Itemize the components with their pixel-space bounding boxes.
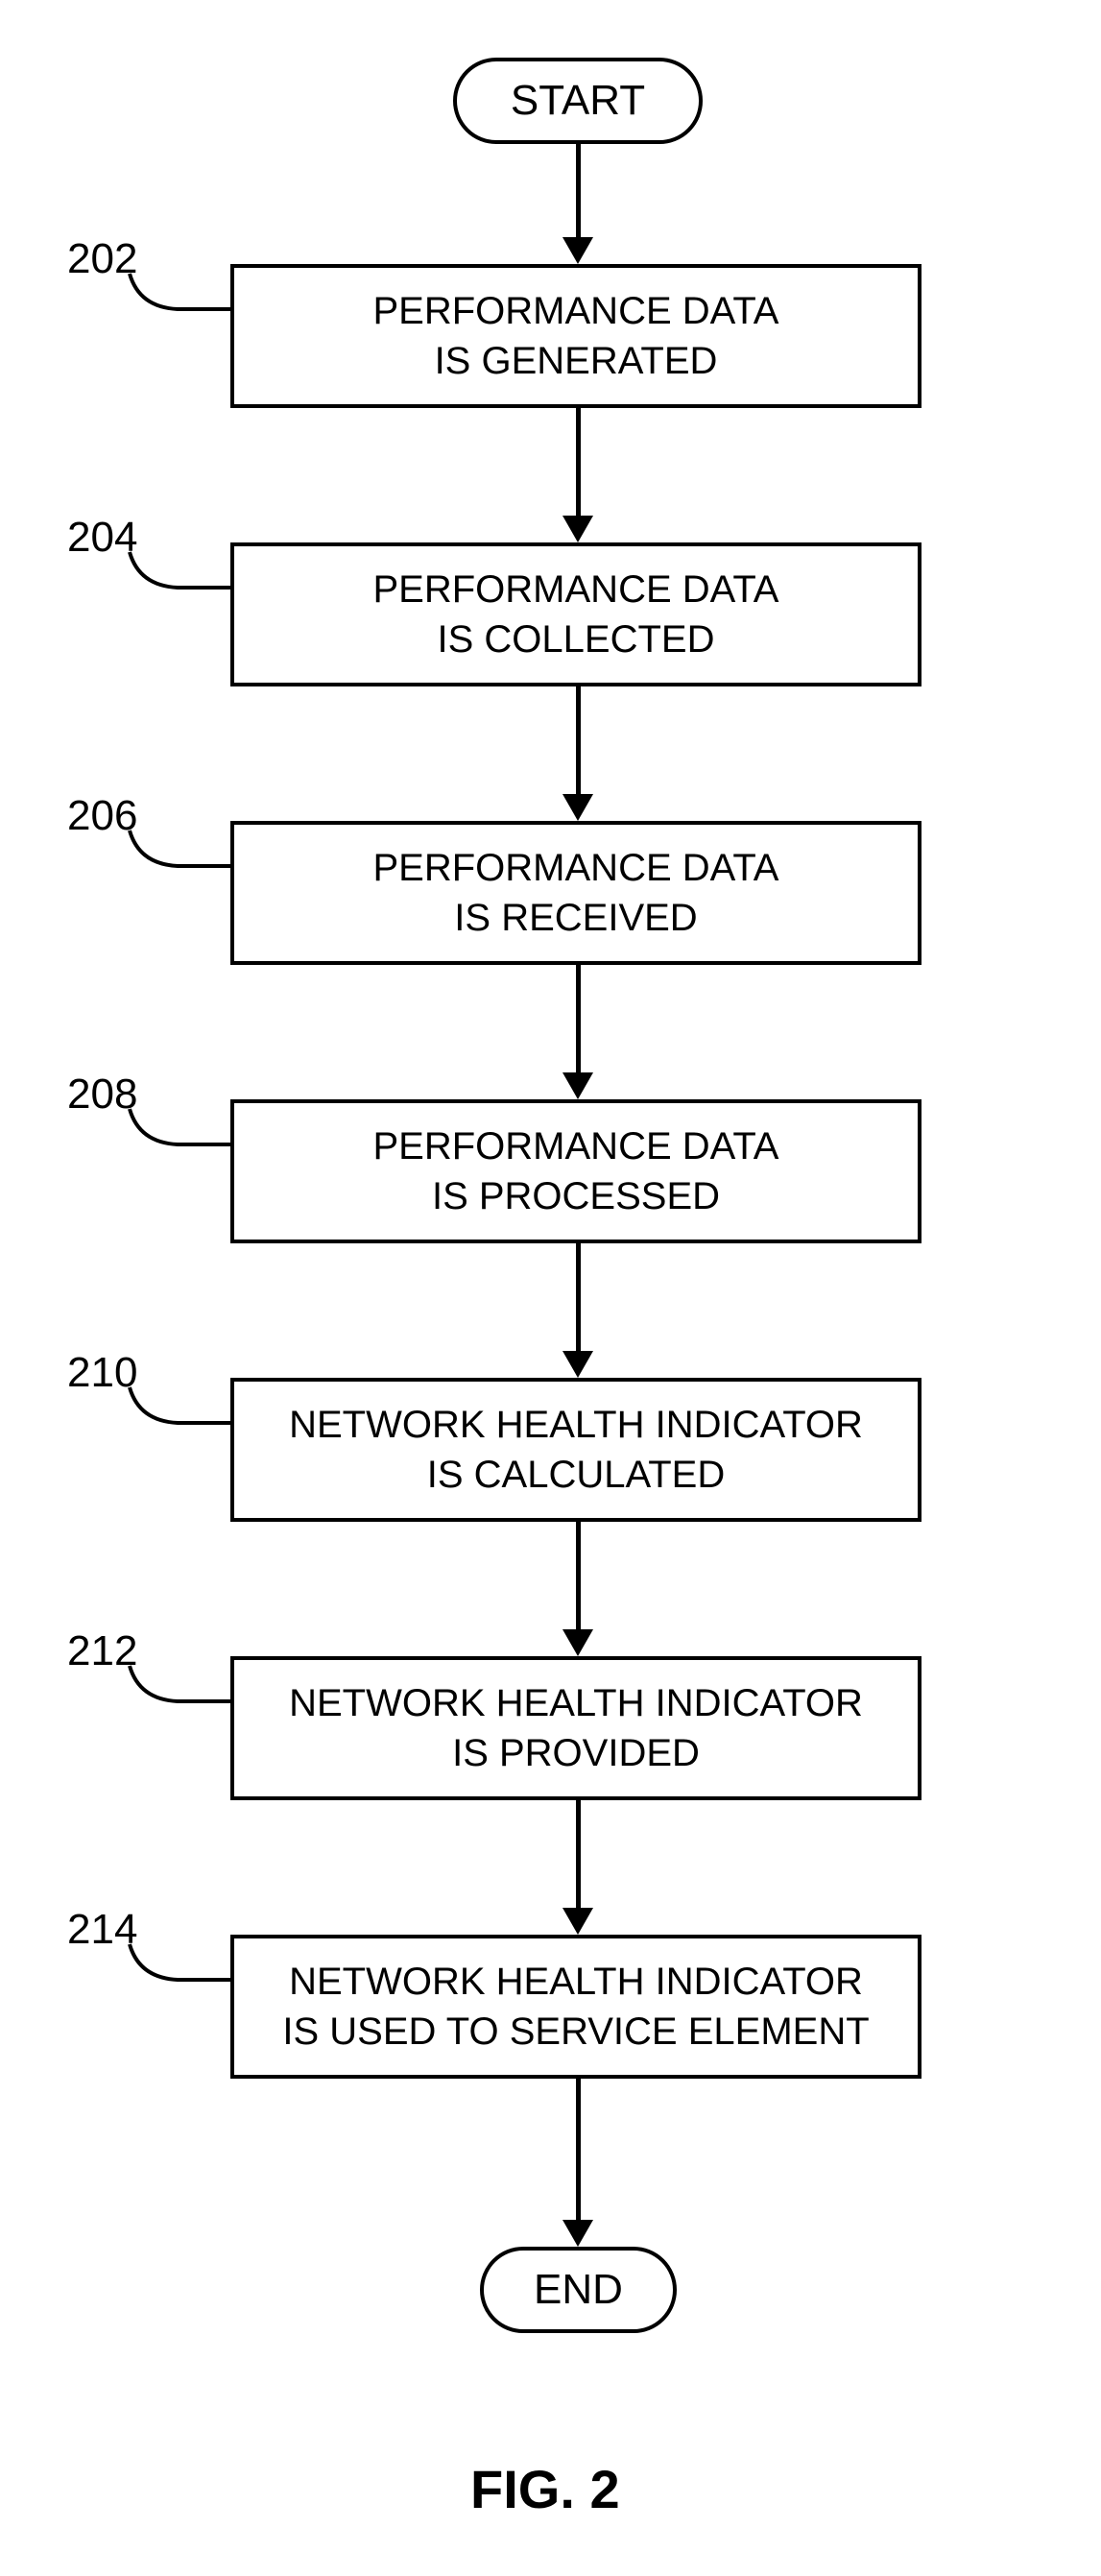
step-line2: IS RECEIVED	[454, 893, 697, 943]
figure-title-text: FIG. 2	[470, 2459, 620, 2519]
step-line2: IS CALCULATED	[427, 1450, 725, 1500]
start-terminal: START	[453, 58, 703, 144]
step-box-210: NETWORK HEALTH INDICATOR IS CALCULATED	[230, 1378, 921, 1522]
step-line1: NETWORK HEALTH INDICATOR	[289, 1957, 863, 2007]
step-box-212: NETWORK HEALTH INDICATOR IS PROVIDED	[230, 1656, 921, 1800]
label-connector	[125, 1661, 235, 1709]
step-box-202: PERFORMANCE DATA IS GENERATED	[230, 264, 921, 408]
arrow-head	[562, 794, 593, 821]
label-connector	[125, 269, 235, 317]
start-label: START	[511, 77, 645, 125]
step-line2: IS USED TO SERVICE ELEMENT	[282, 2007, 869, 2057]
step-line2: IS PROVIDED	[452, 1728, 700, 1778]
label-connector	[125, 547, 235, 595]
arrow	[576, 1800, 581, 1908]
step-line2: IS PROCESSED	[432, 1171, 720, 1221]
step-box-208: PERFORMANCE DATA IS PROCESSED	[230, 1099, 921, 1243]
step-line1: PERFORMANCE DATA	[373, 565, 779, 614]
arrow-head	[562, 1351, 593, 1378]
arrow	[576, 686, 581, 794]
arrow	[576, 965, 581, 1072]
end-terminal: END	[480, 2247, 677, 2333]
arrow	[576, 408, 581, 516]
step-line1: NETWORK HEALTH INDICATOR	[289, 1678, 863, 1728]
step-box-214: NETWORK HEALTH INDICATOR IS USED TO SERV…	[230, 1935, 921, 2079]
step-box-204: PERFORMANCE DATA IS COLLECTED	[230, 542, 921, 686]
label-connector	[125, 1104, 235, 1152]
step-line2: IS GENERATED	[435, 336, 718, 386]
end-label: END	[534, 2266, 623, 2314]
arrow-head	[562, 1072, 593, 1099]
figure-title: FIG. 2	[470, 2458, 620, 2520]
step-line1: PERFORMANCE DATA	[373, 843, 779, 893]
arrow-head	[562, 516, 593, 542]
step-line1: PERFORMANCE DATA	[373, 286, 779, 336]
arrow	[576, 144, 581, 237]
arrow	[576, 1522, 581, 1629]
arrow-head	[562, 237, 593, 264]
label-connector	[125, 1939, 235, 1987]
step-line1: NETWORK HEALTH INDICATOR	[289, 1400, 863, 1450]
arrow	[576, 2079, 581, 2220]
arrow-head	[562, 1908, 593, 1935]
label-connector	[125, 1383, 235, 1431]
step-box-206: PERFORMANCE DATA IS RECEIVED	[230, 821, 921, 965]
arrow-head	[562, 1629, 593, 1656]
step-line1: PERFORMANCE DATA	[373, 1121, 779, 1171]
arrow	[576, 1243, 581, 1351]
flowchart-container: START 202 PERFORMANCE DATA IS GENERATED …	[0, 0, 1101, 2576]
step-line2: IS COLLECTED	[438, 614, 715, 664]
arrow-head	[562, 2220, 593, 2247]
label-connector	[125, 826, 235, 874]
